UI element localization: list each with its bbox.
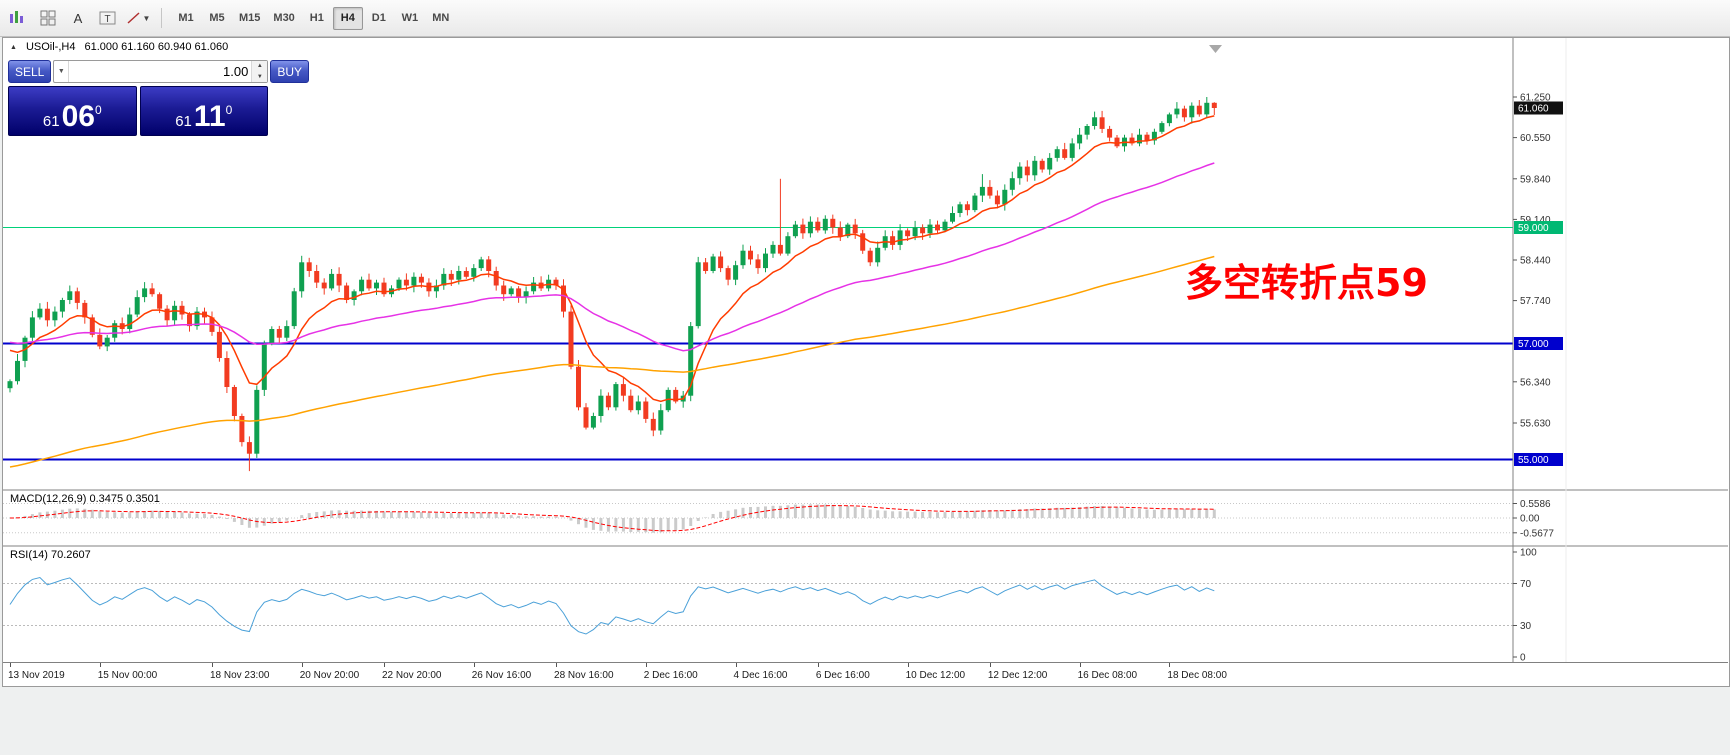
svg-text:56.340: 56.340: [1520, 377, 1551, 388]
time-tick: [989, 663, 991, 667]
text-box-icon[interactable]: T: [94, 5, 122, 31]
buy-price-button[interactable]: 61 11 0: [139, 86, 268, 136]
svg-text:55.630: 55.630: [1520, 419, 1551, 430]
timeframe-d1[interactable]: D1: [364, 7, 394, 30]
letter-a-glyph: A: [74, 11, 83, 26]
time-tick: [211, 663, 213, 667]
svg-text:0: 0: [1520, 653, 1526, 663]
top-toolbar: A T ▼ M1 M5 M15 M30 H1 H4 D1 W1 MN: [0, 0, 1730, 37]
svg-text:57.000: 57.000: [1518, 339, 1549, 350]
collapse-icon[interactable]: ▲: [10, 43, 17, 51]
time-label: 2 Dec 16:00: [643, 670, 698, 681]
svg-text:59.840: 59.840: [1520, 174, 1551, 185]
time-label: 6 Dec 16:00: [815, 670, 870, 681]
volume-up-button[interactable]: ▲: [252, 61, 268, 72]
time-label: 13 Nov 2019: [8, 670, 65, 681]
draw-tools-icon[interactable]: ▼: [124, 5, 152, 31]
one-click-trading-panel: SELL ▼ ▲ ▼ BUY 61 06 0 61 11 0: [8, 60, 310, 136]
ask-price-head: 61: [175, 112, 192, 130]
buy-button[interactable]: BUY: [270, 60, 310, 83]
sell-price-button[interactable]: 61 06 0: [8, 86, 137, 136]
time-axis[interactable]: 13 Nov 2019 15 Nov 00:00 18 Nov 23:00 20 No…: [3, 662, 1728, 686]
svg-text:A: A: [74, 11, 83, 26]
svg-text:58.440: 58.440: [1520, 256, 1551, 267]
timeframe-toolbar: M1 M5 M15 M30 H1 H4 D1 W1 MN: [171, 6, 456, 30]
chevron-down-icon: ▼: [142, 13, 151, 23]
timeframe-m15[interactable]: M15: [233, 7, 266, 30]
time-label: 18 Dec 08:00: [1167, 670, 1227, 681]
bid-price-head: 61: [42, 112, 60, 130]
time-label: 4 Dec 16:00: [733, 670, 788, 681]
sell-button[interactable]: SELL: [8, 60, 52, 83]
time-label: 16 Dec 08:00: [1077, 670, 1138, 681]
timeframe-h1[interactable]: H1: [302, 7, 332, 30]
time-tick: [301, 663, 303, 667]
timeframe-mn[interactable]: MN: [426, 7, 456, 30]
chart-ohlc-values: 61.000 61.160 60.940 61.060: [84, 41, 229, 53]
chart-symbol-period: USOil-,H4: [25, 41, 76, 53]
svg-text:59.140: 59.140: [1520, 215, 1551, 226]
time-tick: [735, 663, 737, 667]
bid-price-big: 06: [61, 100, 95, 134]
svg-text:-0.5677: -0.5677: [1520, 528, 1554, 539]
volume-input[interactable]: [69, 61, 252, 82]
svg-text:70: 70: [1520, 579, 1532, 590]
rsi-label: RSI(14) 70.2607: [10, 549, 91, 561]
chart-annotation: 多空转折点59: [1185, 261, 1428, 305]
time-label: 18 Nov 23:00: [209, 670, 270, 681]
timeframe-w1[interactable]: W1: [395, 7, 425, 30]
timeframe-m30[interactable]: M30: [267, 7, 300, 30]
toolbar-separator: [161, 8, 162, 28]
svg-text:59.000: 59.000: [1518, 223, 1549, 234]
macd-label: MACD(12,26,9) 0.3475 0.3501: [10, 493, 160, 505]
ask-price-sup: 0: [225, 103, 233, 117]
timeframe-h4[interactable]: H4: [332, 6, 363, 30]
time-label: 12 Dec 12:00: [987, 670, 1048, 681]
chart-header: ▲ USOil-,H4 61.000 61.160 60.940 61.060: [10, 41, 228, 53]
svg-text:57.740: 57.740: [1520, 296, 1551, 307]
text-label-icon[interactable]: A: [64, 5, 92, 31]
svg-text:30: 30: [1520, 621, 1532, 632]
time-tick: [384, 663, 385, 667]
volume-dropdown-button[interactable]: ▼: [54, 61, 70, 82]
objects-grid-icon[interactable]: [34, 5, 62, 31]
mini-candles-glyph: [10, 11, 23, 23]
boxed-t-glyph: T: [99, 11, 116, 25]
time-label: 28 Nov 16:00: [554, 670, 614, 681]
svg-text:T: T: [104, 14, 110, 25]
svg-text:61.250: 61.250: [1520, 93, 1551, 104]
chart-canvas[interactable]: 61.250 60.550 59.840 59.140 58.440 57.740 56.3…: [3, 38, 1728, 662]
timeframe-m5[interactable]: M5: [202, 7, 232, 30]
time-label: 26 Nov 16:00: [471, 670, 532, 681]
indicators-icon[interactable]: [4, 5, 32, 31]
grid-glyph: [40, 10, 56, 26]
time-tick: [907, 663, 909, 667]
svg-text:61.060: 61.060: [1518, 104, 1549, 115]
volume-stepper: ▲ ▼: [251, 61, 268, 82]
svg-text:0.00: 0.00: [1520, 514, 1540, 525]
time-tick: [1079, 663, 1081, 667]
volume-down-button[interactable]: ▼: [252, 71, 268, 82]
time-label: 22 Nov 20:00: [382, 670, 442, 681]
time-label: 20 Nov 20:00: [299, 670, 360, 681]
time-tick: [645, 663, 647, 667]
svg-text:100: 100: [1520, 548, 1537, 559]
time-tick: [473, 663, 475, 667]
time-tick: [10, 663, 11, 667]
svg-text:55.000: 55.000: [1518, 455, 1549, 466]
time-tick: [99, 663, 101, 667]
time-label: 15 Nov 00:00: [97, 670, 158, 681]
svg-text:60.550: 60.550: [1520, 133, 1551, 144]
trendline-glyph: [127, 12, 140, 24]
svg-text:0.5586: 0.5586: [1520, 499, 1551, 510]
volume-field: ▼ ▲ ▼: [53, 60, 269, 83]
ask-price-big: 11: [193, 100, 226, 134]
bid-price-sup: 0: [94, 103, 102, 117]
time-tick: [1169, 663, 1171, 667]
time-tick: [556, 663, 558, 667]
chart-window: 61.250 60.550 59.840 59.140 58.440 57.740 56.3…: [2, 37, 1730, 687]
time-label: 10 Dec 12:00: [905, 670, 966, 681]
time-tick: [817, 663, 819, 667]
timeframe-m1[interactable]: M1: [171, 7, 201, 30]
